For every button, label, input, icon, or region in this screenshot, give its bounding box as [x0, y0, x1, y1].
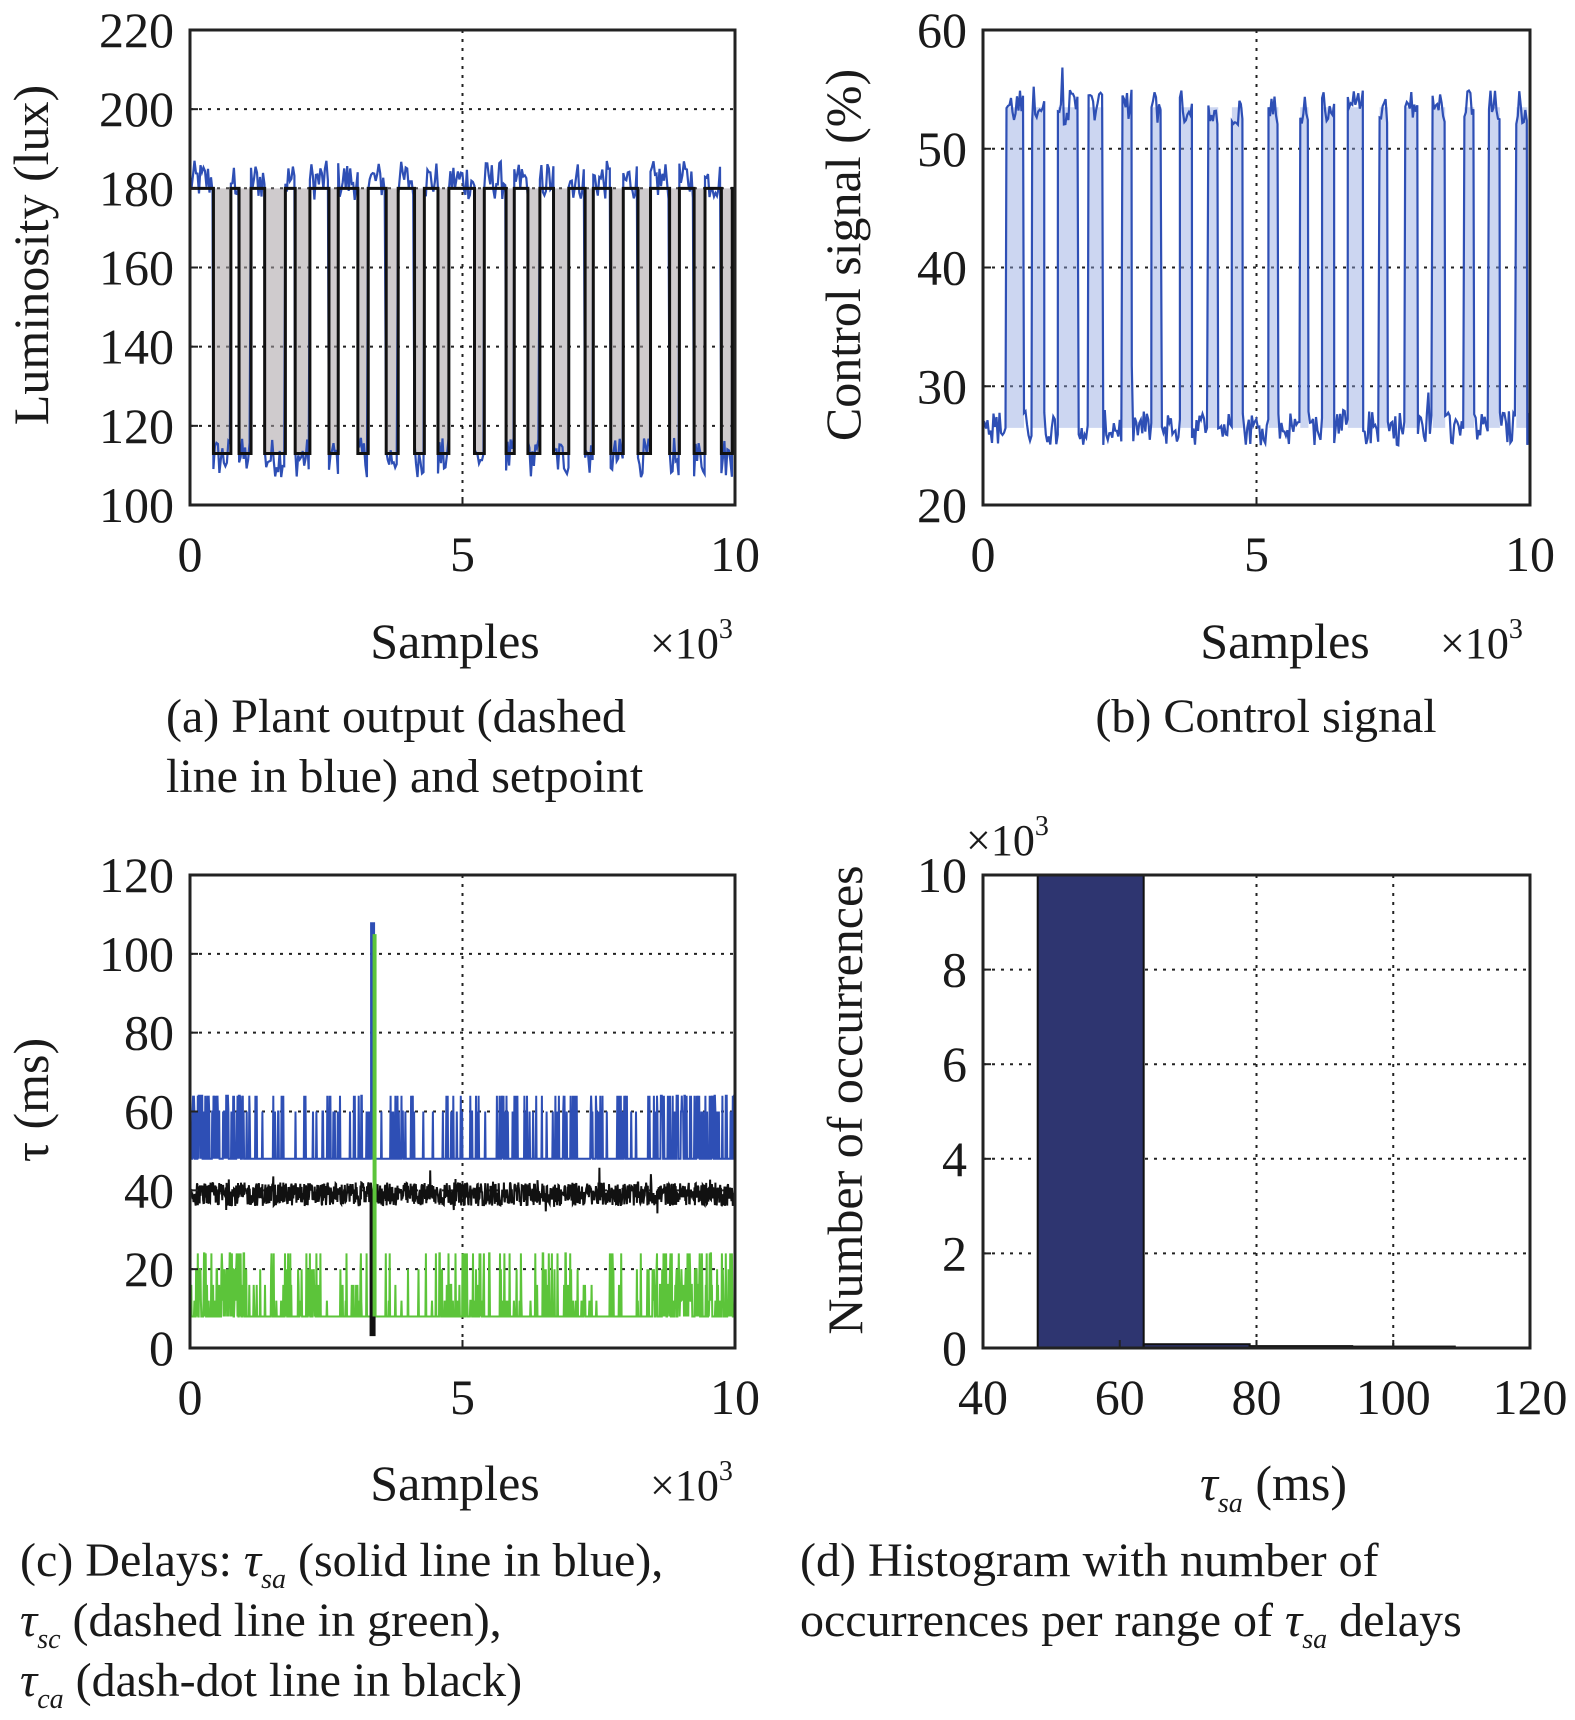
panel-d-xtick-label: 100	[1356, 1369, 1431, 1425]
panel-c-caption-part-0: (c) Delays:	[20, 1534, 244, 1587]
panel-c-caption-tau-sa: τ	[244, 1534, 263, 1587]
panel-d-xlabel: τsa (ms)	[1200, 1455, 1347, 1519]
panel-c-xtick-label: 5	[450, 1369, 475, 1425]
panel-d-xtick-label: 120	[1493, 1369, 1568, 1425]
panel-c-caption-sub-ca: ca	[37, 1684, 63, 1715]
panel-d-caption-part-1: occurrences per range of	[800, 1594, 1285, 1647]
panel-c-xlabel: Samples	[370, 1455, 539, 1511]
panel-a-xtick-label: 5	[450, 526, 475, 582]
panel-c-caption-part-3: (solid line in blue),	[286, 1534, 663, 1587]
panel-b-caption: (b) Control signal	[1095, 690, 1436, 743]
panel-a-ytick-label: 160	[99, 240, 174, 296]
panel-b-xlabel: Samples	[1200, 613, 1369, 669]
panel-d-ytick-label: 0	[942, 1320, 967, 1376]
panel-d-y-multiplier-base: ×10	[966, 816, 1035, 865]
panel-c-caption-2: τsc (dashed line in green),	[20, 1594, 502, 1655]
panel-b-ytick-label: 30	[917, 358, 967, 414]
panel-a-caption-1: (a) Plant output (dashed	[166, 690, 626, 743]
panel-c-ytick-label: 40	[124, 1162, 174, 1218]
panel-b-xtick-label: 0	[971, 526, 996, 582]
panel-a-x-multiplier-base: ×10	[650, 619, 719, 668]
panel-d-xlabel-sub: sa	[1218, 1488, 1243, 1519]
panel-c-tau-ca-line	[189, 1167, 736, 1214]
panel-a-x-multiplier: ×103	[650, 614, 733, 668]
panel-a-xtick-label: 0	[178, 526, 203, 582]
panel-b-ytick-label: 60	[917, 2, 967, 58]
panel-a-transition-fill	[213, 188, 733, 454]
panel-c-tau-sc-line	[189, 1252, 735, 1318]
panel-c-x-multiplier: ×103	[650, 1456, 733, 1510]
panel-c-x-multiplier-base: ×10	[650, 1461, 719, 1510]
panel-d-y-multiplier: ×103	[966, 811, 1049, 865]
panel-c-caption-part-6: (dashed line in green),	[61, 1594, 502, 1647]
panel-c-xtick-label: 0	[178, 1369, 203, 1425]
panel-b-grid	[983, 30, 1530, 505]
panel-a-caption-2: line in blue) and setpoint	[166, 750, 644, 803]
panel-a-x-multiplier-exp: 3	[719, 614, 733, 645]
panel-c-ytick-label: 20	[124, 1241, 174, 1297]
panel-d-xlabel-tau: τ	[1200, 1455, 1220, 1511]
panel-c-plot: 0 20 40 60 80 100 120 0 5 10	[99, 847, 760, 1425]
panel-c-caption-sub-sc: sc	[37, 1624, 61, 1655]
panel-c-x-multiplier-exp: 3	[719, 1456, 733, 1487]
panel-b-ytick-label: 40	[917, 240, 967, 296]
panel-a-plot: 100 120 140 160 180 200 220 0 5 10	[99, 2, 760, 582]
panel-a-ylabel: Luminosity (lux)	[3, 85, 59, 425]
panel-d-ylabel: Number of occurrences	[817, 865, 873, 1334]
panel-d-xtick-label: 60	[1095, 1369, 1145, 1425]
panel-b-plot: 20 30 40 50 60 0 5 10	[917, 2, 1555, 582]
panel-d-xtick-label: 40	[958, 1369, 1008, 1425]
panel-b-control-line	[982, 67, 1530, 448]
panel-d-y-multiplier-exp: 3	[1035, 811, 1049, 842]
panel-b-x-multiplier-base: ×10	[1440, 619, 1509, 668]
panel-d-caption-tau: τ	[1285, 1594, 1304, 1647]
panel-c-tau-sa-line	[189, 1094, 736, 1160]
panel-d-plot: 0 2 4 6 8 10 40 60 80 100 120	[917, 847, 1568, 1425]
panel-c-caption-sub-sa: sa	[261, 1564, 286, 1595]
panel-b-xtick-label: 5	[1244, 526, 1269, 582]
panel-a-ytick-label: 120	[99, 398, 174, 454]
panel-c-ytick-label: 80	[124, 1005, 174, 1061]
panel-d-ytick-label: 10	[917, 847, 967, 903]
panel-d-xlabel-unit: (ms)	[1243, 1455, 1347, 1511]
panel-d-ytick-label: 6	[942, 1036, 967, 1092]
panel-a-ytick-label: 180	[99, 160, 174, 216]
panel-a-ytick-label: 220	[99, 2, 174, 58]
panel-c-ytick-label: 0	[149, 1320, 174, 1376]
panel-d-caption-sub: sa	[1302, 1624, 1327, 1655]
panel-a-xtick-label: 10	[710, 526, 760, 582]
panel-b-ytick-label: 50	[917, 121, 967, 177]
panel-d-caption-part-4: delays	[1327, 1594, 1462, 1647]
panel-d-caption-1: (d) Histogram with number of	[800, 1534, 1379, 1587]
panel-c-caption-tau-ca: τ	[20, 1654, 39, 1707]
panel-c-caption-3: τca (dash-dot line in black)	[20, 1654, 522, 1715]
panel-c-ylabel: τ (ms)	[3, 1038, 59, 1162]
panel-b-xtick-label: 10	[1505, 526, 1555, 582]
panel-c-ytick-label: 60	[124, 1084, 174, 1140]
panel-a-setpoint-line	[190, 186, 735, 456]
panel-d-ytick-label: 2	[942, 1225, 967, 1281]
panel-d-ytick-label: 8	[942, 942, 967, 998]
panel-c-xtick-label: 10	[710, 1369, 760, 1425]
panel-c-caption-part-9: (dash-dot line in black)	[64, 1654, 523, 1707]
panel-c-ytick-label: 100	[99, 926, 174, 982]
panel-a-ytick-label: 100	[99, 477, 174, 533]
panel-c-ytick-label: 120	[99, 847, 174, 903]
panel-d-xtick-label: 80	[1232, 1369, 1282, 1425]
panel-d-caption-2: occurrences per range of τsa delays	[800, 1594, 1462, 1655]
panel-b-x-multiplier-exp: 3	[1509, 614, 1523, 645]
panel-c-caption-tau-sc: τ	[20, 1594, 39, 1647]
panel-b-x-multiplier: ×103	[1440, 614, 1523, 668]
panel-c-caption-1: (c) Delays: τsa (solid line in blue),	[20, 1534, 663, 1595]
panel-a-xlabel: Samples	[370, 613, 539, 669]
panel-a-ytick-label: 200	[99, 81, 174, 137]
histogram-bar	[1036, 874, 1145, 1349]
panel-d-ytick-label: 4	[942, 1131, 967, 1187]
panel-a-ytick-label: 140	[99, 319, 174, 375]
panel-b-ylabel: Control signal (%)	[815, 69, 871, 441]
panel-b-ytick-label: 20	[917, 477, 967, 533]
